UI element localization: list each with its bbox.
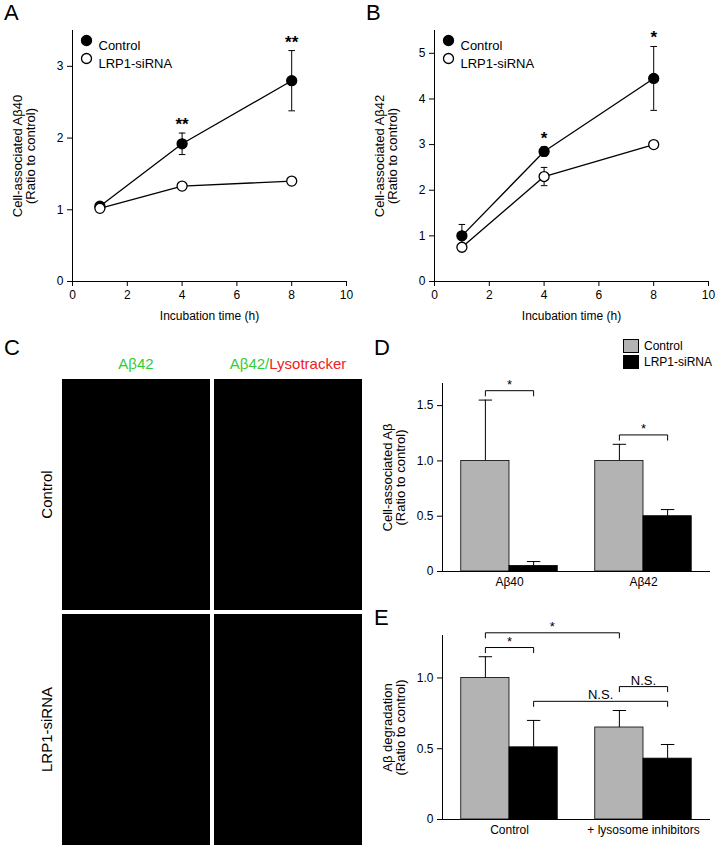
svg-text:+ lysosome inhibitors: + lysosome inhibitors bbox=[587, 823, 699, 837]
svg-text:Incubation time (h): Incubation time (h) bbox=[522, 309, 621, 323]
svg-text:Aβ42/Lysotracker: Aβ42/Lysotracker bbox=[230, 355, 346, 372]
svg-text:*: * bbox=[507, 634, 512, 649]
svg-text:6: 6 bbox=[234, 288, 241, 302]
svg-text:*: * bbox=[541, 129, 548, 148]
svg-text:2: 2 bbox=[124, 288, 131, 302]
svg-text:0: 0 bbox=[69, 288, 76, 302]
svg-text:2: 2 bbox=[419, 183, 426, 197]
svg-text:Control: Control bbox=[461, 38, 503, 53]
svg-text:1: 1 bbox=[57, 203, 64, 217]
svg-text:0.5: 0.5 bbox=[417, 742, 434, 756]
svg-text:Cell-associated Aβ40(Ratio to: Cell-associated Aβ40(Ratio to control) bbox=[10, 95, 38, 217]
svg-text:0: 0 bbox=[427, 564, 434, 578]
svg-text:1.5: 1.5 bbox=[417, 398, 434, 412]
svg-text:*: * bbox=[550, 619, 555, 634]
svg-text:8: 8 bbox=[288, 288, 295, 302]
svg-text:3: 3 bbox=[419, 137, 426, 151]
svg-text:1.0: 1.0 bbox=[417, 671, 434, 685]
svg-text:LRP1-siRNA: LRP1-siRNA bbox=[461, 56, 535, 71]
html-text:E: E bbox=[374, 605, 389, 630]
svg-text:4: 4 bbox=[419, 92, 426, 106]
svg-text:*: * bbox=[641, 421, 646, 436]
svg-text:LRP1-siRNA: LRP1-siRNA bbox=[38, 687, 55, 772]
svg-text:5: 5 bbox=[419, 46, 426, 60]
svg-text:2: 2 bbox=[57, 131, 64, 145]
html-text:A: A bbox=[4, 0, 19, 25]
html-text:C: C bbox=[4, 335, 20, 360]
svg-text:Aβ degradation(Ratio to contro: Aβ degradation(Ratio to control) bbox=[380, 679, 408, 775]
svg-text:2: 2 bbox=[486, 288, 493, 302]
svg-text:0: 0 bbox=[57, 274, 64, 288]
svg-text:LRP1-siRNA: LRP1-siRNA bbox=[99, 56, 173, 71]
html-text:D: D bbox=[374, 335, 390, 360]
svg-text:1.0: 1.0 bbox=[417, 454, 434, 468]
svg-text:Control: Control bbox=[490, 823, 529, 837]
svg-text:Incubation time (h): Incubation time (h) bbox=[160, 309, 259, 323]
svg-text:10: 10 bbox=[340, 288, 354, 302]
html-text:LRP1-siRNA: LRP1-siRNA bbox=[644, 355, 712, 369]
svg-text:10: 10 bbox=[702, 288, 716, 302]
svg-text:*: * bbox=[507, 377, 512, 392]
html-text:B: B bbox=[366, 0, 381, 25]
svg-text:0: 0 bbox=[427, 812, 434, 826]
svg-text:N.S.: N.S. bbox=[588, 687, 613, 702]
svg-text:4: 4 bbox=[179, 288, 186, 302]
svg-text:8: 8 bbox=[650, 288, 657, 302]
svg-text:1: 1 bbox=[419, 229, 426, 243]
svg-text:0: 0 bbox=[431, 288, 438, 302]
svg-text:N.S.: N.S. bbox=[631, 673, 656, 688]
html-text:Control: Control bbox=[644, 339, 683, 353]
svg-text:**: ** bbox=[285, 33, 299, 52]
svg-text:**: ** bbox=[175, 115, 189, 134]
svg-text:Cell-associated Aβ42(Ratio to: Cell-associated Aβ42(Ratio to control) bbox=[372, 95, 400, 217]
svg-text:6: 6 bbox=[596, 288, 603, 302]
svg-text:0.5: 0.5 bbox=[417, 509, 434, 523]
svg-text:Aβ40: Aβ40 bbox=[495, 575, 524, 589]
svg-text:0: 0 bbox=[419, 274, 426, 288]
svg-text:4: 4 bbox=[541, 288, 548, 302]
svg-text:Control: Control bbox=[99, 38, 141, 53]
svg-text:3: 3 bbox=[57, 59, 64, 73]
svg-text:Aβ42: Aβ42 bbox=[629, 575, 658, 589]
svg-text:Cell-associated Aβ(Ratio to co: Cell-associated Aβ(Ratio to control) bbox=[380, 424, 408, 532]
svg-text:*: * bbox=[650, 28, 657, 47]
svg-text:Control: Control bbox=[38, 470, 55, 518]
svg-text:Aβ42: Aβ42 bbox=[118, 355, 153, 372]
